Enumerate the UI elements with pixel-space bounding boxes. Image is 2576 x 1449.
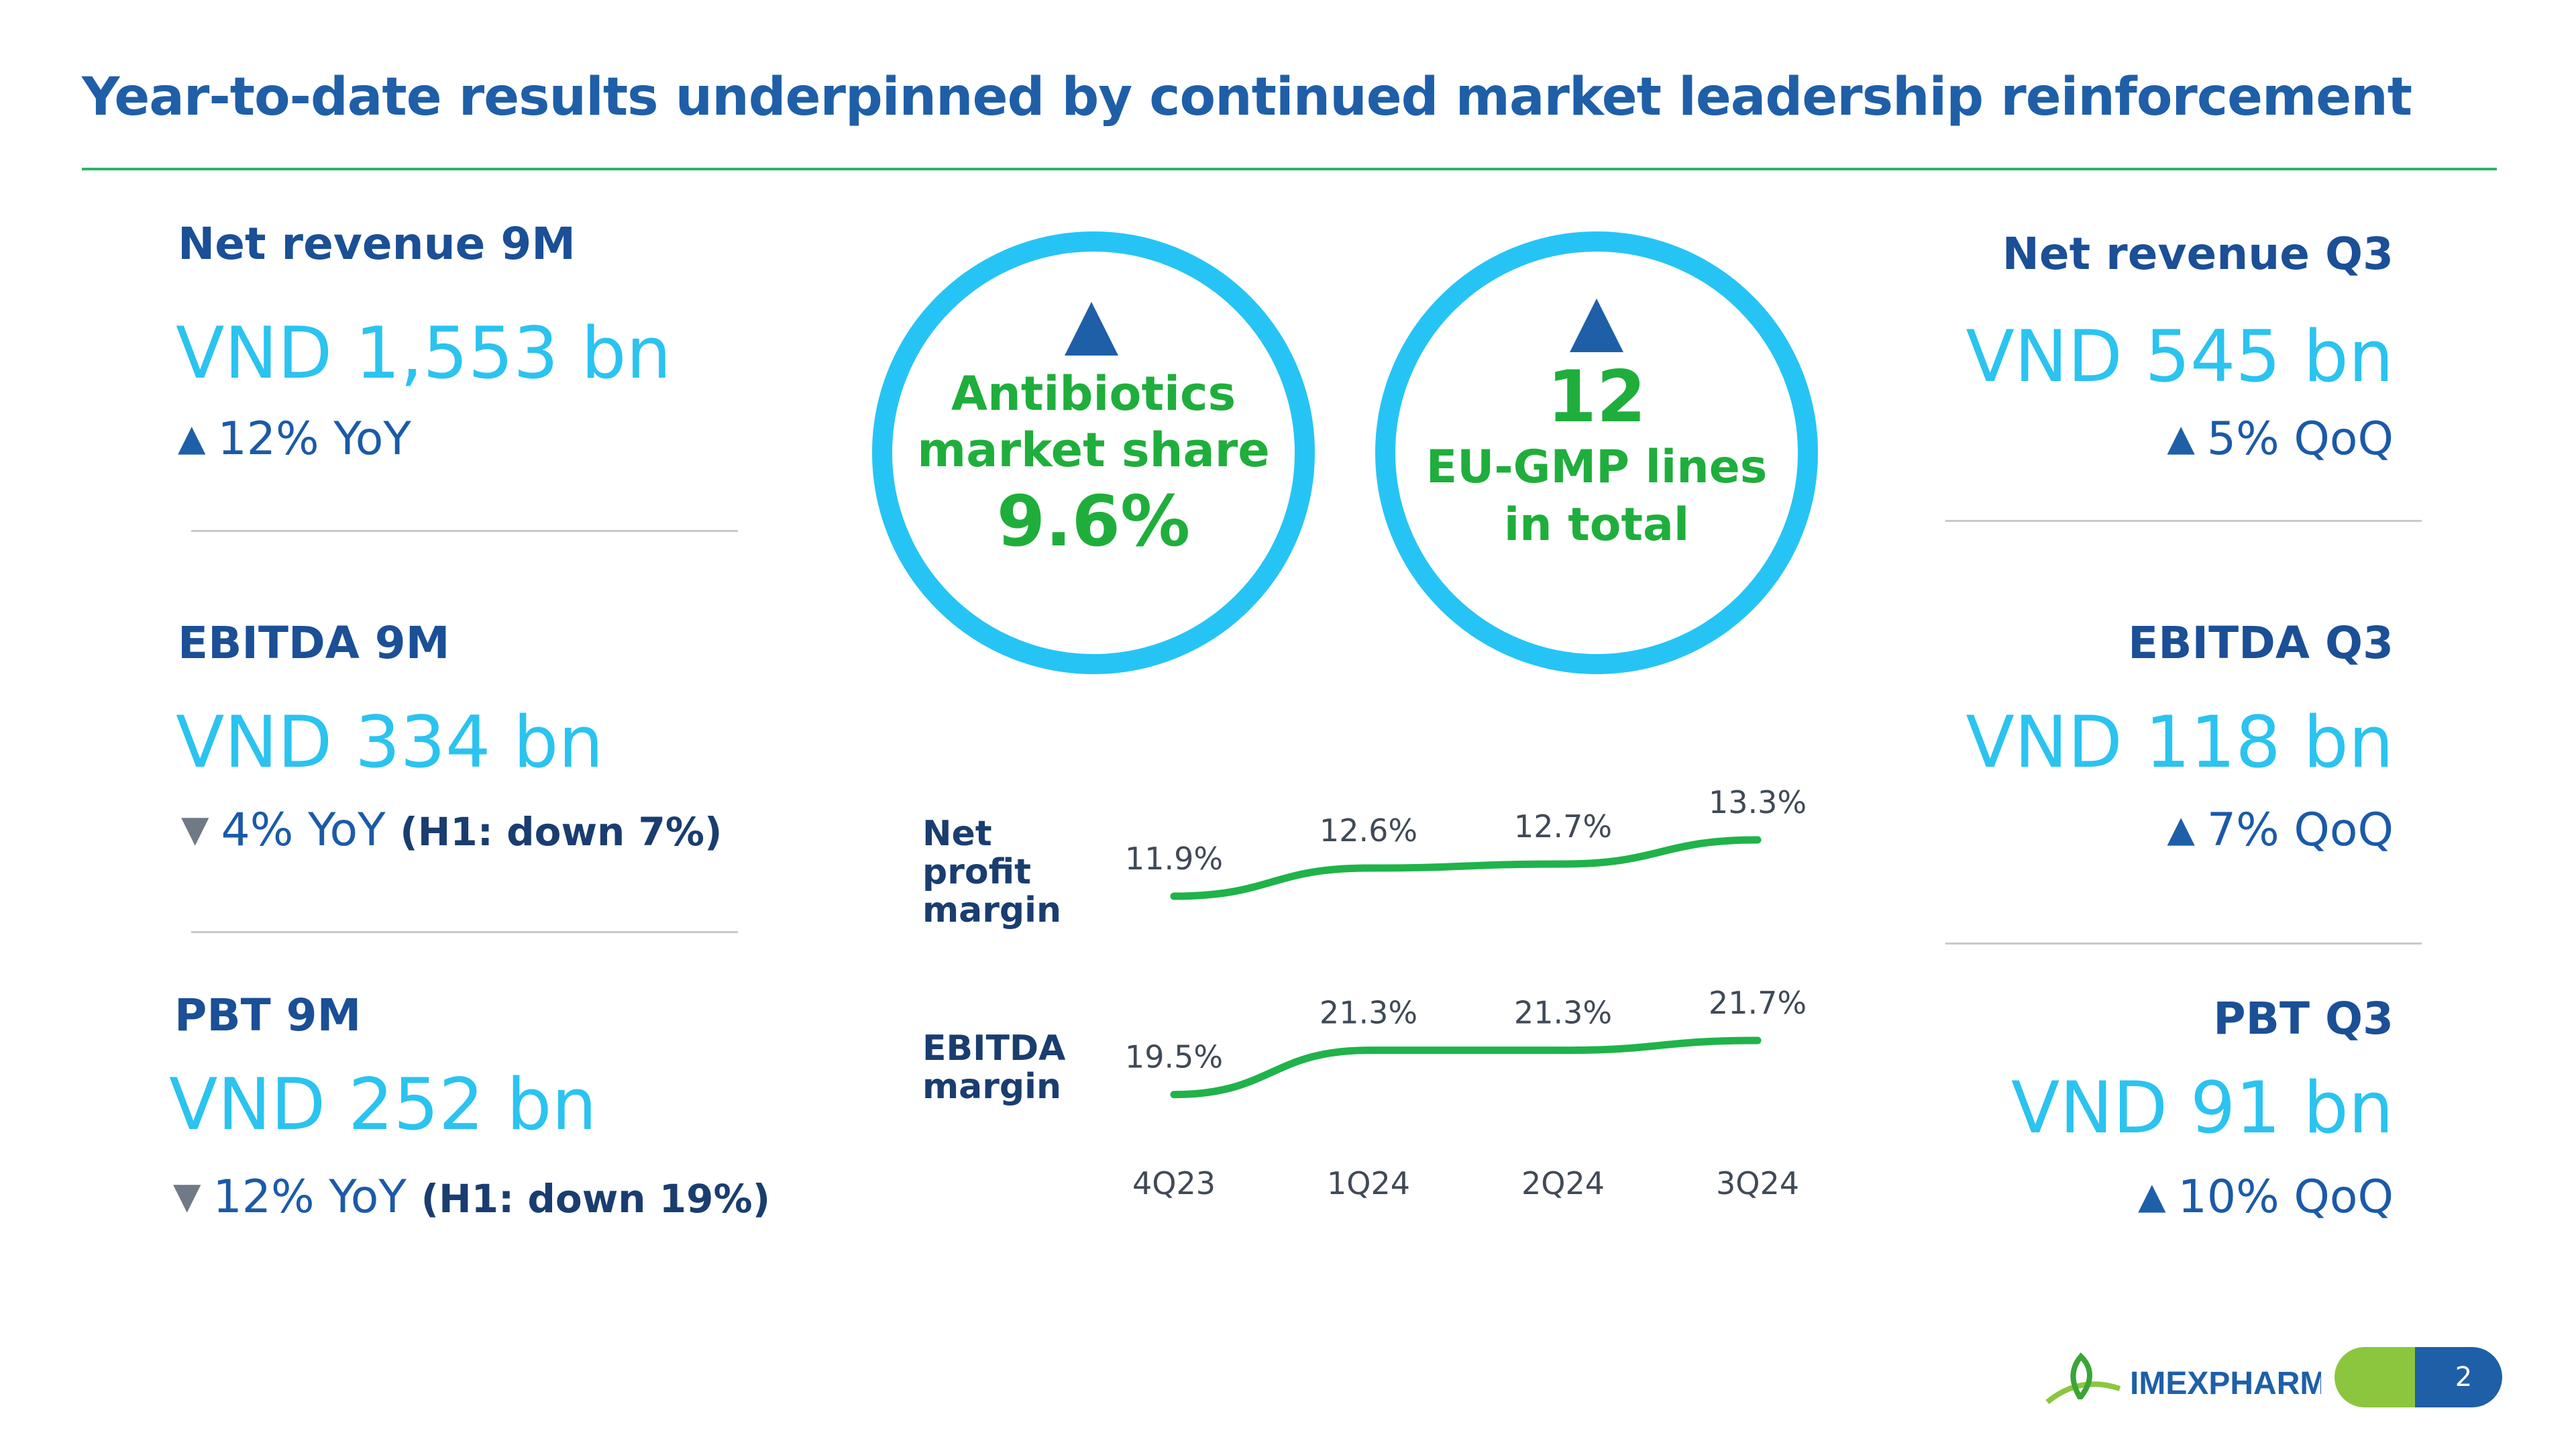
data-point xyxy=(1173,896,1175,897)
data-point xyxy=(1562,863,1564,865)
kpi-value-ebitda-9m: VND 334 bn xyxy=(176,701,604,784)
change-text: 10% QoQ xyxy=(2178,1171,2394,1224)
data-label: 21.3% xyxy=(1514,995,1612,1031)
row-label-line: profit xyxy=(922,852,1031,893)
data-point xyxy=(1173,1093,1175,1095)
leaf-logo-icon xyxy=(2045,1352,2121,1405)
up-triangle-icon: ▲ xyxy=(2167,808,2195,850)
data-label: 21.3% xyxy=(1320,995,1417,1031)
change-text: 12% YoY xyxy=(217,413,411,466)
data-label: 12.7% xyxy=(1514,808,1612,845)
up-triangle-icon: ▲ xyxy=(2138,1175,2166,1217)
kpi-value-net-revenue-q3: VND 545 bn xyxy=(1966,315,2394,398)
row-label-line: margin xyxy=(922,890,1061,931)
change-note: (H1: down 19%) xyxy=(421,1176,771,1222)
kpi-label-net-revenue-q3: Net revenue Q3 xyxy=(2002,228,2394,280)
data-point xyxy=(1368,867,1369,869)
change-text: 5% QoQ xyxy=(2206,413,2394,466)
row-label-line: Net xyxy=(922,814,992,854)
divider xyxy=(1945,943,2422,945)
x-tick-label: 4Q23 xyxy=(1132,1165,1216,1201)
x-tick-label: 3Q24 xyxy=(1716,1165,1799,1201)
kpi-label-pbt-9m: PBT 9M xyxy=(174,989,362,1041)
kpi-value-ebitda-q3: VND 118 bn xyxy=(1966,701,2394,784)
kpi-label-pbt-q3: PBT Q3 xyxy=(2213,993,2394,1044)
data-label: 19.5% xyxy=(1125,1039,1223,1075)
up-triangle-icon: ▲ xyxy=(2167,417,2195,459)
up-triangle-icon: ▲ xyxy=(178,417,206,459)
change-text: 7% QoQ xyxy=(2206,804,2394,857)
series-line-1 xyxy=(1170,1036,1762,1099)
kpi-label-ebitda-q3: EBITDA Q3 xyxy=(2128,617,2394,669)
page-number: 2 xyxy=(2455,1362,2473,1393)
page-badge-accent xyxy=(2415,1347,2502,1407)
kpi-value-pbt-9m: VND 252 bn xyxy=(169,1063,597,1146)
kpi-change-net-revenue-q3: ▲ 5% QoQ xyxy=(2167,413,2394,466)
divider xyxy=(191,530,738,532)
chart-row-label-ebitda-margin: EBITDA margin xyxy=(922,1028,1066,1108)
data-label: 13.3% xyxy=(1709,784,1807,820)
series-line-0 xyxy=(1170,836,1762,900)
kpi-change-ebitda-9m: ▼ 4% YoY (H1: down 7%) xyxy=(181,804,722,857)
eu-gmp-line1: EU-GMP lines xyxy=(1426,441,1768,494)
data-point xyxy=(1562,1049,1564,1051)
title-divider xyxy=(82,168,2497,170)
change-text: 4% YoY xyxy=(221,804,386,857)
eu-gmp-line2: in total xyxy=(1503,498,1690,551)
kpi-label-ebitda-9m: EBITDA 9M xyxy=(178,617,450,669)
x-tick-label: 2Q24 xyxy=(1521,1165,1605,1201)
kpi-change-pbt-q3: ▲ 10% QoQ xyxy=(2138,1171,2394,1224)
row-label-line: margin xyxy=(922,1067,1061,1108)
change-note: (H1: down 7%) xyxy=(400,809,722,855)
up-triangle-icon xyxy=(1570,299,1623,352)
up-triangle-icon xyxy=(1065,302,1118,356)
kpi-change-pbt-9m: ▼ 12% YoY (H1: down 19%) xyxy=(173,1171,770,1224)
kpi-value-net-revenue-9m: VND 1,553 bn xyxy=(176,312,672,394)
x-tick-label: 1Q24 xyxy=(1327,1165,1410,1201)
market-share-line1: Antibiotics xyxy=(951,366,1236,421)
imexpharm-logo: IMEXPHARM xyxy=(2045,1352,2321,1405)
page-number-badge: 2 xyxy=(2334,1347,2502,1407)
divider xyxy=(1945,520,2422,522)
chart-row-label-net-profit-margin: Net profit margin xyxy=(922,814,1061,931)
divider xyxy=(191,931,738,933)
down-triangle-icon: ▼ xyxy=(173,1175,201,1217)
market-share-value: 9.6% xyxy=(996,480,1191,562)
page-title: Year-to-date results underpinned by cont… xyxy=(82,67,2412,127)
eu-gmp-text: 12 EU-GMP lines in total xyxy=(1375,356,1818,554)
data-point xyxy=(1757,1040,1758,1041)
kpi-value-pbt-q3: VND 91 bn xyxy=(2010,1067,2394,1149)
kpi-change-net-revenue-9m: ▲ 12% YoY xyxy=(178,413,411,466)
market-share-text: Antibiotics market share 9.6% xyxy=(872,366,1315,564)
market-share-line2: market share xyxy=(917,423,1270,478)
brand-name: IMEXPHARM xyxy=(2130,1366,2321,1401)
data-label: 21.7% xyxy=(1709,985,1807,1021)
data-point xyxy=(1757,839,1758,841)
down-triangle-icon: ▼ xyxy=(181,808,209,850)
row-label-line: EBITDA xyxy=(922,1028,1066,1069)
margin-line-chart: 11.9% 12.6% 12.7% 13.3% 19.5% 21.3% 21.3% 21.7%… xyxy=(1125,784,1807,1201)
kpi-label-net-revenue-9m: Net revenue 9M xyxy=(178,218,576,270)
data-label: 11.9% xyxy=(1125,841,1223,877)
kpi-change-ebitda-q3: ▲ 7% QoQ xyxy=(2167,804,2394,857)
eu-gmp-value: 12 xyxy=(1547,356,1646,438)
data-label: 12.6% xyxy=(1320,812,1417,849)
data-point xyxy=(1368,1049,1369,1051)
change-text: 12% YoY xyxy=(213,1171,407,1224)
